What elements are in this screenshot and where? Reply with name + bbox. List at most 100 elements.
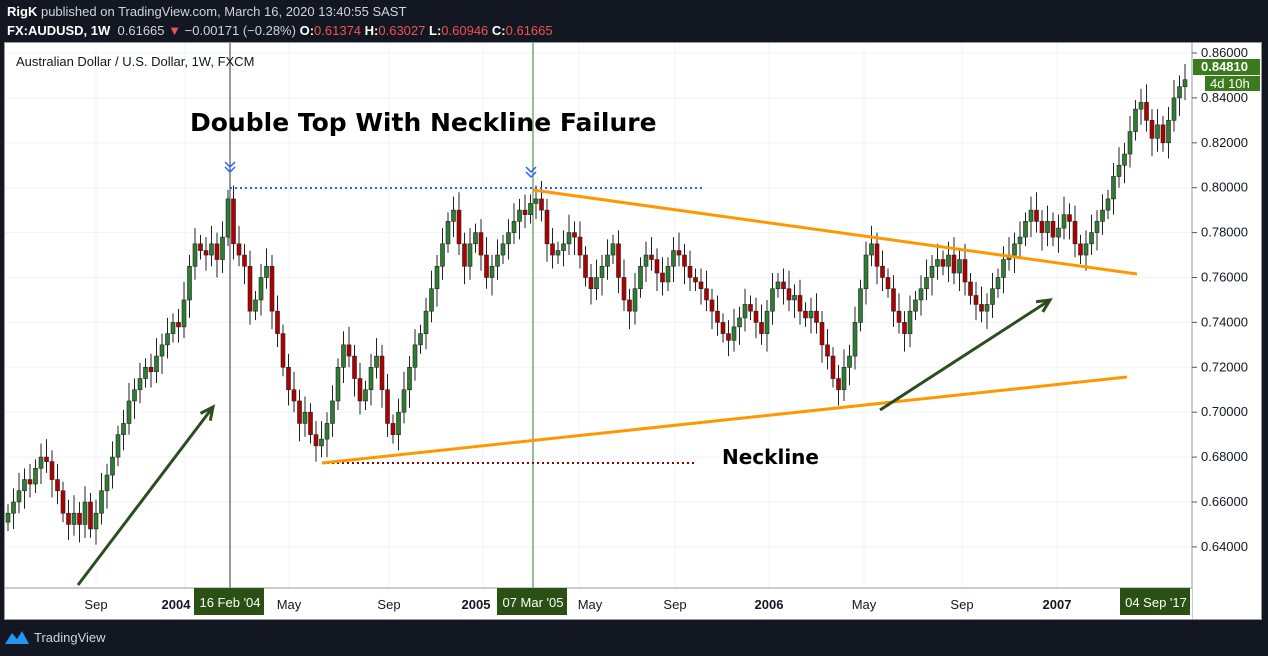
candle-body <box>27 479 33 485</box>
candle-body <box>665 265 671 283</box>
candle-body <box>990 288 995 305</box>
candle-body <box>572 232 577 238</box>
candle-body <box>1012 243 1017 256</box>
price-tick-label: 0.64000 <box>1201 539 1248 554</box>
candle-body <box>687 265 693 278</box>
last-price: 0.61665 <box>117 23 165 38</box>
candle-body <box>385 389 390 424</box>
candle-body <box>176 322 181 328</box>
candle-body <box>313 434 319 447</box>
candle-body <box>368 366 374 391</box>
last-price-label: 0.84810 <box>1201 59 1248 74</box>
author: RigK <box>7 4 38 19</box>
candle-body <box>907 310 913 334</box>
tradingview-logo[interactable]: TradingView <box>4 629 106 645</box>
candle-body <box>1144 102 1149 121</box>
candle-body <box>632 288 638 312</box>
candle-body <box>297 400 302 424</box>
candle-body <box>1166 120 1171 144</box>
candle-body <box>1083 243 1089 256</box>
candle-body <box>550 243 555 256</box>
candle-body <box>808 310 814 319</box>
candle-body <box>891 288 896 312</box>
candle-body <box>121 423 126 435</box>
time-tick-label: 2007 <box>1043 597 1072 612</box>
candle-body <box>390 423 396 435</box>
candle-body <box>566 232 572 245</box>
candle-body <box>792 295 797 301</box>
candle-body <box>412 344 418 368</box>
candle-body <box>396 411 401 435</box>
candle-body <box>924 277 929 290</box>
candle-body <box>1149 120 1155 139</box>
candle-body <box>346 344 352 357</box>
price-tick-label: 0.80000 <box>1201 180 1248 195</box>
candle-body <box>616 243 621 278</box>
candle-body <box>973 295 979 305</box>
candle-body <box>1039 221 1045 233</box>
candle-body <box>715 310 720 323</box>
candle-body <box>451 209 456 222</box>
candle-body <box>1127 131 1133 155</box>
candle-body <box>423 310 429 334</box>
candle-body <box>1116 164 1122 177</box>
candle-body <box>187 265 192 301</box>
candle-body <box>770 288 775 312</box>
price-tick-label: 0.86000 <box>1201 45 1248 60</box>
candle-body <box>737 317 742 328</box>
candle-body <box>1072 221 1078 245</box>
time-tick-label: Sep <box>377 597 400 612</box>
time-tick-label: May <box>852 597 877 612</box>
candle-body <box>682 254 687 267</box>
headline-annotation: Double Top With Neckline Failure <box>190 108 657 137</box>
price-axis <box>1192 43 1261 619</box>
neckline-annotation: Neckline <box>722 445 819 469</box>
candle-body <box>154 355 159 373</box>
candle-body <box>1177 86 1182 99</box>
publish-info: RigK published on TradingView.com, March… <box>7 4 406 19</box>
upper-trend-line <box>532 188 1138 276</box>
candle-body <box>500 243 506 256</box>
time-marker-label: 16 Feb '04 <box>199 595 260 610</box>
candle-body <box>841 366 847 391</box>
time-tick-label: Sep <box>950 597 973 612</box>
candle-body <box>253 299 258 312</box>
candle-body <box>291 389 297 402</box>
candle-body <box>935 259 940 267</box>
candle-body <box>170 322 176 334</box>
neckline-trend-line <box>321 375 1128 465</box>
candle-body <box>654 259 660 274</box>
symbol-info: FX:AUDUSD, 1W 0.61665 ▼ −0.00171 (−0.28%… <box>7 23 553 38</box>
candle-body <box>643 254 649 267</box>
candle-body <box>803 310 808 319</box>
candle-body <box>1067 214 1072 222</box>
candle-body <box>88 501 93 530</box>
candle-body <box>1061 214 1067 229</box>
change: −0.00171 (−0.28%) <box>184 23 296 38</box>
brand-name: TradingView <box>34 629 106 645</box>
time-tick-label: May <box>277 597 302 612</box>
candle-body <box>159 344 165 357</box>
candle-body <box>577 236 583 256</box>
candle-body <box>148 366 154 373</box>
candle-body <box>495 254 500 267</box>
candle-body <box>957 259 962 274</box>
candle-body <box>38 456 44 469</box>
candle-body <box>995 277 1001 290</box>
candle-body <box>1056 227 1061 238</box>
candle-body <box>731 326 737 341</box>
candle-body <box>484 254 489 278</box>
candle-body <box>555 250 561 256</box>
candle-body <box>533 198 539 204</box>
candle-body <box>214 243 220 260</box>
time-marker-box <box>497 588 567 615</box>
candle-body <box>473 232 478 245</box>
candle-body <box>946 254 951 267</box>
close-value: 0.61665 <box>505 23 553 38</box>
chart-panel[interactable] <box>4 42 1262 620</box>
candle-body <box>605 254 610 267</box>
candle-body <box>489 265 495 278</box>
double-chevron-down-icon <box>525 166 537 179</box>
candle-body <box>1089 232 1094 245</box>
